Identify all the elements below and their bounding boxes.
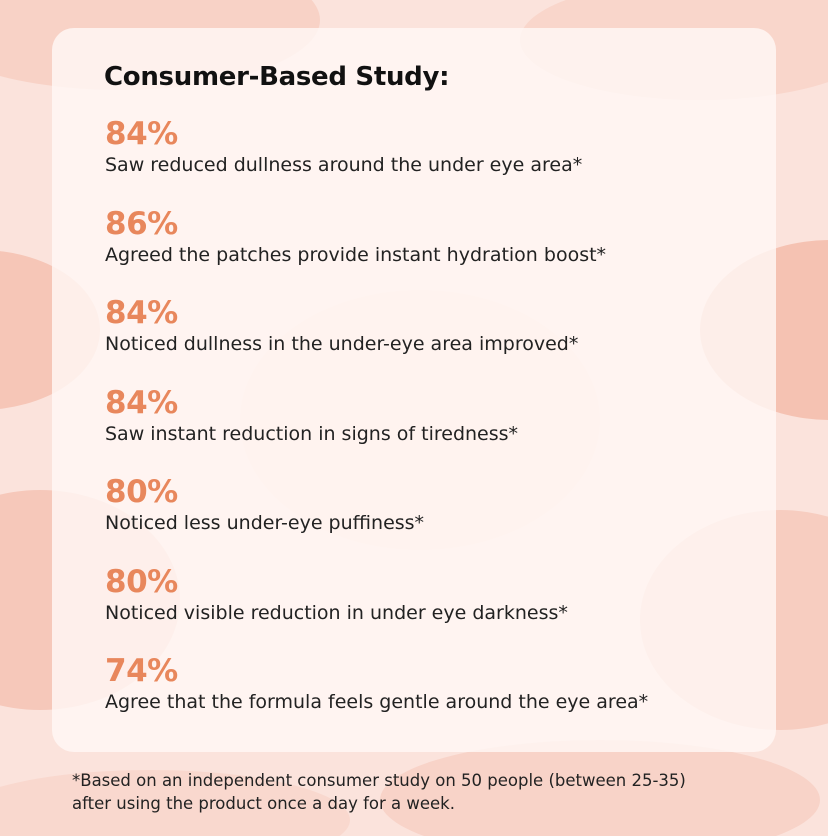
stat-item: 84% Saw instant reduction in signs of tir… <box>105 384 648 474</box>
stat-list: 84% Saw reduced dullness around the under… <box>105 115 648 742</box>
stat-value: 86% <box>105 205 178 242</box>
stat-value: 84% <box>105 116 178 152</box>
stat-description: Saw instant reduction in signs of tiredn… <box>105 422 519 445</box>
stat-item: 80% Noticed visible reduction in under ey… <box>105 563 648 653</box>
stat-item: 84% Saw reduced dullness around the under… <box>105 115 648 205</box>
stat-description: Saw reduced dullness around the under ey… <box>105 154 583 176</box>
stat-value: 80% <box>105 474 178 510</box>
stat-item: 80% Noticed less under-eye puffiness* <box>105 473 648 563</box>
stat-item: 84% Noticed dullness in the under-eye are… <box>105 294 648 384</box>
stat-value: 84% <box>105 384 178 421</box>
stat-description: Agreed the patches provide instant hydra… <box>105 243 607 266</box>
stat-description: Agree that the formula feels gentle arou… <box>105 691 649 713</box>
stat-value: 80% <box>105 563 178 600</box>
panel <box>52 28 776 752</box>
footnote-line: after using the product once a day for a… <box>72 794 455 813</box>
stat-item: 74% Agree that the formula feels gentle a… <box>105 652 648 742</box>
stat-description: Noticed dullness in the under-eye area i… <box>105 333 579 355</box>
stat-value: 74% <box>105 653 178 689</box>
stat-value: 84% <box>105 295 178 331</box>
footnote-line: *Based on an independent consumer study … <box>72 771 686 790</box>
stat-description: Noticed less under-eye puffiness* <box>105 512 425 534</box>
title: Consumer-Based Study: <box>104 62 450 92</box>
stat-item: 86% Agreed the patches provide instant hy… <box>105 205 648 295</box>
stat-description: Noticed visible reduction in under eye d… <box>105 601 568 624</box>
footnote: *Based on an independent consumer study … <box>72 769 686 815</box>
